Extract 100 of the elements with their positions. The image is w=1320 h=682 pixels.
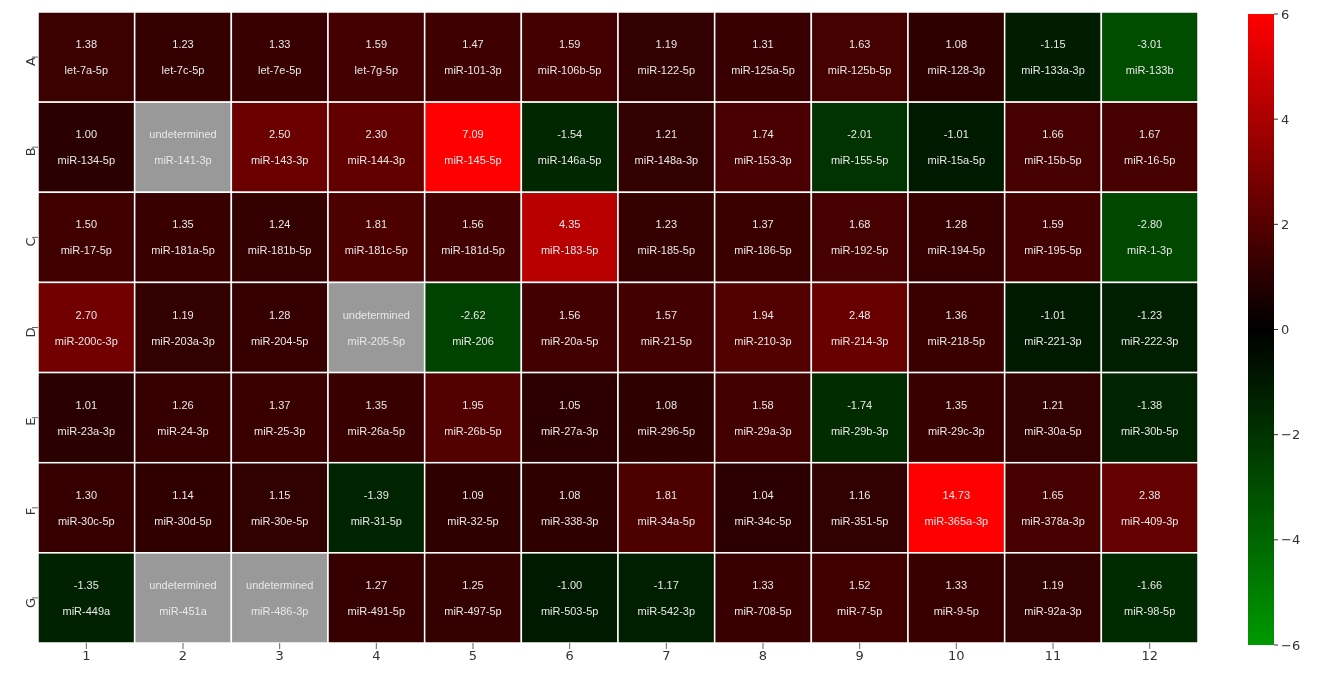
text: 1.04 miR-34c-5p (734, 488, 792, 527)
text: 1.30 miR-30c-5p (57, 488, 115, 527)
text: 1.33 let-7e-5p (257, 38, 302, 77)
text: 1.24 miR-181b-5p (247, 218, 312, 257)
y-tick-label: B (22, 147, 38, 157)
text: 1.28 miR-194-5p (927, 218, 986, 257)
text: -1.39 miR-31-5p (350, 488, 403, 527)
text: 1.57 miR-21-5p (640, 308, 693, 347)
text: 1.09 miR-32-5p (447, 488, 499, 527)
text: 1.37 miR-25-3p (253, 398, 306, 437)
text: -1.35 miR-449a (62, 578, 111, 617)
text: -3.01 miR-133b (1125, 38, 1174, 77)
text: 2.38 miR-409-3p (1120, 488, 1179, 527)
text: 2.50 miR-143-3p (250, 128, 309, 167)
x-tick-label: 6 (565, 648, 574, 664)
text: 4.35 miR-183-5p (540, 218, 599, 257)
text: -2.62 miR-206 (452, 308, 494, 347)
text: 1.63 miR-125b-5p (827, 38, 892, 77)
text: 1.35 miR-26a-5p (347, 398, 406, 437)
text: 14.73 miR-365a-3p (924, 488, 989, 527)
y-tick-label: D (22, 327, 38, 338)
x-tick-label: 7 (662, 648, 671, 664)
color-bar-label: 2 (1281, 216, 1290, 232)
text: 1.81 miR-34a-5p (637, 488, 696, 527)
text: 1.67 miR-16-5p (1123, 128, 1176, 167)
x-tick-label: 5 (468, 648, 478, 664)
text: 2.30 miR-144-3p (347, 128, 406, 167)
text: 1.35 miR-29c-3p (927, 398, 985, 437)
text: 1.08 miR-128-3p (927, 38, 986, 77)
text: 1.59 miR-106b-5p (537, 38, 602, 77)
text: -1.74 miR-29b-3p (830, 398, 889, 437)
text: -1.38 miR-30b-5p (1120, 398, 1179, 437)
text: 1.68 miR-192-5p (830, 218, 889, 257)
text: -1.01 miR-221-3p (1024, 308, 1082, 347)
text: 1.00 miR-134-5p (57, 128, 116, 167)
text: 1.36 miR-218-5p (927, 308, 986, 347)
y-tick-label: F (22, 507, 38, 516)
text: 1.56 miR-181d-5p (441, 218, 505, 257)
color-bar-label: −6 (1281, 637, 1301, 653)
text: 1.19 miR-122-5p (637, 38, 696, 77)
y-tick-label: C (22, 237, 38, 247)
x-tick-label: 1 (82, 648, 91, 664)
text: 1.21 miR-148a-3p (634, 128, 699, 167)
text: 1.95 miR-26b-5p (444, 398, 502, 437)
text: 1.59 miR-195-5p (1024, 218, 1082, 257)
x-tick-label: 3 (275, 648, 284, 664)
x-tick-label: 8 (758, 648, 768, 664)
text: -1.17 miR-542-3p (637, 578, 696, 617)
text: 1.23 let-7c-5p (161, 38, 205, 77)
text: 1.19 miR-203a-3p (151, 308, 215, 347)
text: 2.48 miR-214-3p (830, 308, 889, 347)
text: 7.09 miR-145-5p (444, 128, 502, 167)
color-bar-label: 0 (1281, 322, 1290, 337)
text: 1.52 miR-7-5p (837, 578, 883, 617)
text: -1.15 miR-133a-3p (1021, 38, 1085, 77)
x-tick-label: 2 (178, 648, 188, 664)
text: 1.01 miR-23a-3p (57, 398, 116, 437)
text: 1.47 miR-101-3p (444, 38, 502, 77)
y-tick-label: G (22, 597, 38, 609)
text: undetermined miR-486-3p (246, 578, 314, 617)
text: undetermined miR-451a (149, 578, 217, 617)
y-tick-label: E (22, 417, 38, 426)
text: 1.65 miR-378a-3p (1021, 488, 1085, 527)
text: -2.01 miR-155-5p (830, 128, 889, 167)
x-tick-label: 9 (855, 648, 864, 664)
text: 1.27 miR-491-5p (347, 578, 406, 617)
text: 1.26 miR-24-3p (157, 398, 209, 437)
text: 1.37 miR-186-5p (734, 218, 792, 257)
text: 1.50 miR-17-5p (60, 218, 113, 257)
color-bar-label: 4 (1281, 111, 1290, 127)
text: 1.14 miR-30d-5p (154, 488, 212, 527)
text: -1.54 miR-146a-5p (537, 128, 602, 167)
text: 1.81 miR-181c-5p (344, 218, 408, 257)
text: -1.66 miR-98-5p (1123, 578, 1176, 617)
text: 1.56 miR-20a-5p (540, 308, 599, 347)
text: 1.94 miR-210-3p (734, 308, 792, 347)
text: 1.21 miR-30a-5p (1024, 398, 1082, 437)
text: 1.31 miR-125a-5p (731, 38, 795, 77)
x-tick-label: 4 (372, 648, 381, 664)
x-tick-label: 11 (1044, 648, 1062, 664)
y-tick-label: A (22, 56, 38, 66)
text: 1.19 miR-92a-3p (1024, 578, 1082, 617)
text: -1.00 miR-503-5p (540, 578, 599, 617)
text: 1.16 miR-351-5p (830, 488, 889, 527)
x-tick-label: 10 (948, 648, 965, 664)
color-bar-label: −4 (1281, 532, 1301, 548)
text: -2.80 miR-1-3p (1127, 218, 1173, 257)
text: 1.05 miR-27a-3p (540, 398, 599, 437)
text: -1.01 miR-15a-5p (927, 128, 986, 167)
text: undetermined miR-205-5p (342, 308, 410, 347)
text: 1.74 miR-153-3p (734, 128, 792, 167)
text: 1.33 miR-9-5p (933, 578, 979, 617)
text: 1.28 miR-204-5p (250, 308, 309, 347)
text: 1.33 miR-708-5p (734, 578, 792, 617)
text: 1.35 miR-181a-5p (151, 218, 215, 257)
color-bar-label: 6 (1281, 6, 1290, 22)
text: 1.58 miR-29a-3p (734, 398, 792, 437)
text: 1.15 miR-30e-5p (250, 488, 309, 527)
color-bar-label: −2 (1281, 427, 1301, 443)
x-tick-label: 12 (1141, 648, 1158, 664)
